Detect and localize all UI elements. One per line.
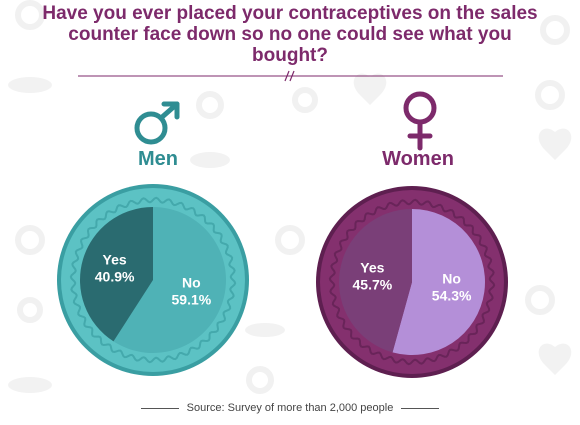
women-slice-yes xyxy=(339,209,412,353)
men-pie-rim-teeth xyxy=(69,196,237,364)
background-lips-icon xyxy=(190,152,230,168)
background-female-symbol-icon xyxy=(15,0,45,30)
background-female-symbol-icon xyxy=(196,91,224,119)
men-label-yes-value: 40.9% xyxy=(95,269,135,285)
background-female-symbol-icon xyxy=(246,366,274,394)
source-note: Source: Survey of more than 2,000 people xyxy=(0,402,580,414)
men-label-no-value: 59.1% xyxy=(172,291,212,307)
background-female-symbol-icon xyxy=(15,225,45,255)
background-heart-icon xyxy=(353,73,387,105)
men-label-yes-category: Yes xyxy=(103,252,127,268)
men-label-no-category: No xyxy=(182,274,201,290)
background-heart-icon xyxy=(538,343,572,375)
title-divider xyxy=(78,70,503,82)
background-male-symbol-icon xyxy=(275,225,305,255)
background-heart-icon xyxy=(538,128,572,160)
source-text: Source: Survey of more than 2,000 people xyxy=(186,402,394,414)
men-slice-no xyxy=(113,207,227,353)
men-label: Men xyxy=(138,148,178,170)
chart-title: Have you ever placed your contraceptives… xyxy=(42,3,538,66)
background-lips-icon xyxy=(8,77,52,93)
male-symbol-icon xyxy=(134,101,180,145)
background-ring-icon xyxy=(292,87,318,113)
women-label-yes-category: Yes xyxy=(360,260,384,276)
women-label-yes-value: 45.7% xyxy=(353,277,393,293)
women-slice-no xyxy=(392,209,485,355)
women-pie-rim-teeth xyxy=(328,198,496,366)
men-slice-yes xyxy=(80,207,153,342)
background-lips-icon xyxy=(245,323,285,337)
source-line-left xyxy=(140,407,179,409)
background-ring-icon xyxy=(525,285,555,315)
background-lips-icon xyxy=(8,377,52,393)
women-label: Women xyxy=(382,148,454,170)
background-ring-icon xyxy=(540,15,570,45)
women-label-no-category: No xyxy=(442,270,461,286)
background-ring-icon xyxy=(17,297,43,323)
source-line-right xyxy=(401,407,440,409)
female-symbol-icon xyxy=(403,91,437,151)
women-label-no-value: 54.3% xyxy=(432,287,472,303)
background-male-symbol-icon xyxy=(535,80,565,110)
